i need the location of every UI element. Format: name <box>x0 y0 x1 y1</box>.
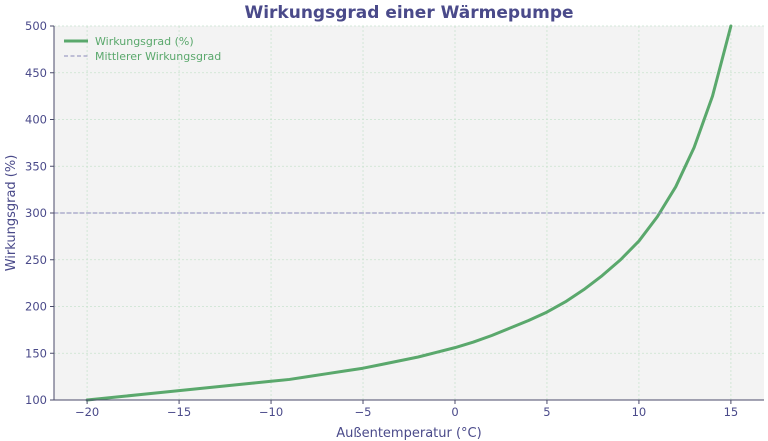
legend-label-1: Mittlerer Wirkungsgrad <box>95 50 221 63</box>
x-tick-label: 10 <box>632 405 647 419</box>
series-line-0 <box>85 24 733 402</box>
x-tick-label: −10 <box>259 405 283 419</box>
y-tick-label: 500 <box>25 19 47 33</box>
x-axis-label: Außentemperatur (°C) <box>336 426 481 441</box>
y-axis-ticks: 100 150 200 250 300 350 400 450 500 <box>25 19 54 407</box>
legend: Wirkungsgrad (%) Mittlerer Wirkungsgrad <box>64 35 221 63</box>
y-tick-label: 300 <box>25 206 47 220</box>
x-tick-label: −5 <box>355 405 372 419</box>
y-tick-label: 450 <box>25 66 47 80</box>
x-tick-label: −20 <box>75 405 99 419</box>
y-tick-label: 150 <box>25 346 47 360</box>
y-tick-label: 400 <box>25 113 47 127</box>
series-layer <box>53 24 765 402</box>
chart-title: Wirkungsgrad einer Wärmepumpe <box>244 3 573 23</box>
x-axis-ticks: −20 −15 −10 −5 0 5 10 15 <box>75 400 738 419</box>
y-tick-label: 250 <box>25 253 47 267</box>
y-tick-label: 100 <box>25 393 47 407</box>
y-axis-label: Wirkungsgrad (%) <box>4 155 19 272</box>
y-tick-label: 200 <box>25 300 47 314</box>
x-tick-label: 15 <box>724 405 739 419</box>
legend-label-0: Wirkungsgrad (%) <box>95 35 194 48</box>
y-tick-label: 350 <box>25 159 47 173</box>
x-tick-label: 5 <box>543 405 550 419</box>
x-tick-label: −15 <box>167 405 191 419</box>
x-tick-label: 0 <box>451 405 458 419</box>
